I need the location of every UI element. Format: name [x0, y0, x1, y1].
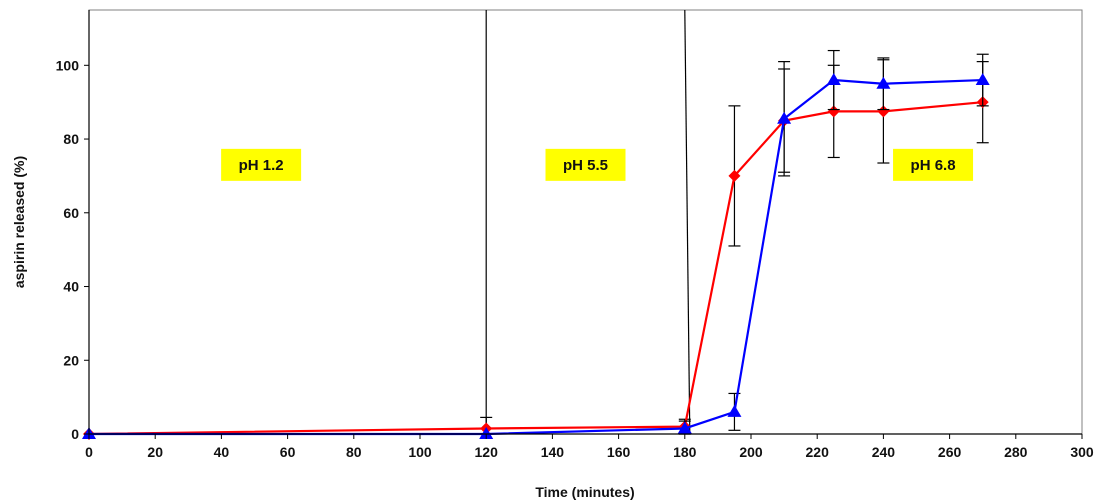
series-line	[88, 101, 983, 436]
x-tick-label: 100	[408, 444, 432, 460]
data-point	[876, 76, 891, 89]
ph-label-text: pH 5.5	[563, 157, 608, 174]
data-point	[727, 404, 742, 417]
ph-annotations: pH 1.2 pH 5.5 pH 6.8	[221, 148, 974, 181]
x-tick-label: 260	[938, 444, 962, 460]
series-layer	[82, 49, 990, 440]
y-tick-label: 40	[63, 279, 79, 295]
x-ticks: 0 20 40 60 80 100 120 140 160 180 200 220 240 260 280 3…	[85, 434, 1094, 460]
y-tick-label: 80	[63, 131, 79, 147]
plot-area-border	[88, 9, 1083, 435]
x-tick-label: 80	[346, 444, 362, 460]
x-tick-label: 140	[541, 444, 565, 460]
data-point	[975, 73, 990, 86]
x-tick-label: 240	[872, 444, 896, 460]
x-tick-label: 160	[607, 444, 631, 460]
y-tick-label: 0	[71, 426, 79, 442]
data-point	[777, 111, 792, 124]
x-tick-label: 200	[739, 444, 763, 460]
y-ticks: 0 20 40 60 80 100	[56, 57, 89, 442]
ph-label-0: pH 1.2	[221, 148, 302, 181]
y-axis-title: aspirin released (%)	[11, 156, 27, 288]
data-point	[826, 73, 841, 86]
ph-label-text: pH 6.8	[911, 157, 956, 174]
series-line	[89, 78, 983, 436]
data-point	[827, 105, 840, 118]
ph-label-background	[221, 148, 302, 181]
ph-label-background	[545, 148, 626, 181]
x-tick-label: 20	[147, 444, 163, 460]
x-tick-label: 40	[214, 444, 230, 460]
phase-divider-line	[684, 9, 691, 435]
axes	[88, 10, 1082, 435]
data-point	[677, 421, 692, 434]
x-tick-label: 60	[280, 444, 296, 460]
y-tick-label: 100	[56, 57, 80, 73]
x-tick-label: 280	[1004, 444, 1028, 460]
ph-label-text: pH 1.2	[239, 157, 284, 174]
x-tick-label: 220	[806, 444, 830, 460]
y-tick-label: 60	[63, 205, 79, 221]
ph-label-background	[893, 148, 974, 181]
x-axis-title: Time (minutes)	[535, 484, 634, 500]
y-tick-label: 20	[63, 352, 79, 368]
data-point	[877, 105, 890, 118]
x-tick-label: 0	[85, 444, 93, 460]
data-point	[728, 169, 741, 182]
x-tick-label: 300	[1070, 444, 1094, 460]
phase-divider-lines	[485, 9, 691, 435]
ph-label-1: pH 5.5	[545, 148, 626, 181]
x-tick-label: 180	[673, 444, 697, 460]
data-point	[479, 427, 494, 439]
ph-label-2: pH 6.8	[893, 148, 974, 181]
series-1	[82, 49, 990, 439]
x-tick-label: 120	[475, 444, 499, 460]
